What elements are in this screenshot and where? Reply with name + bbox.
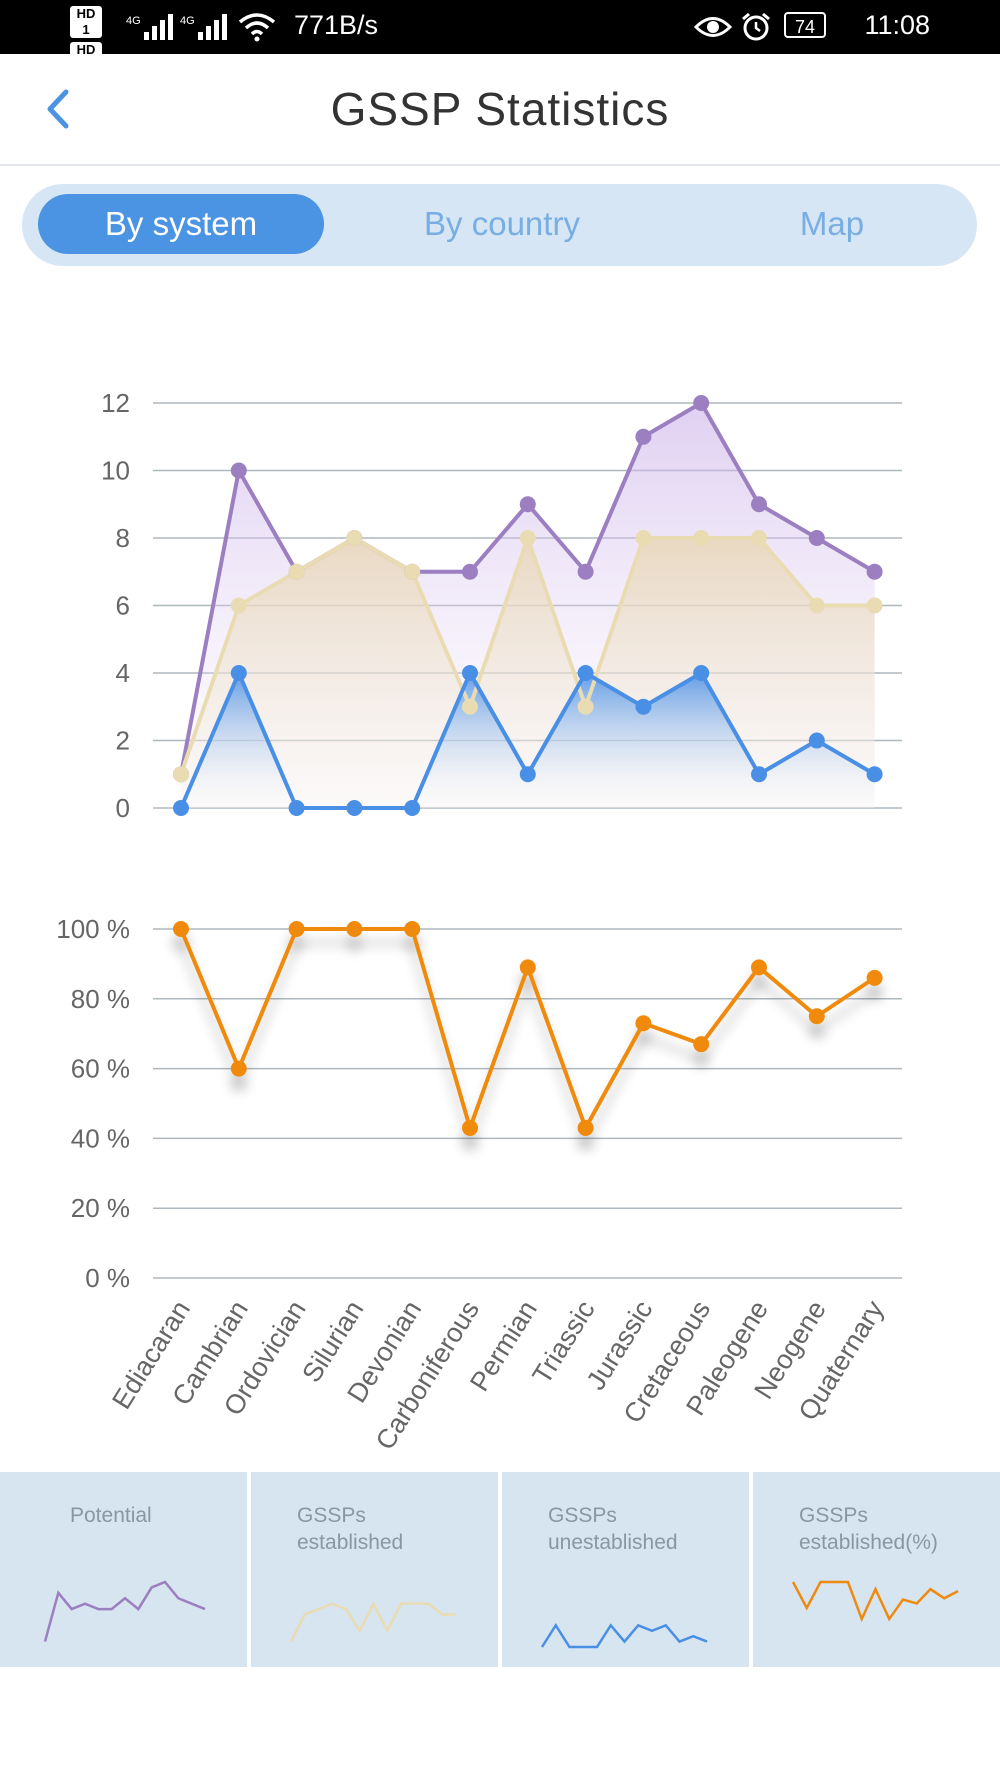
data-point: [693, 395, 710, 411]
data-point: [230, 597, 247, 614]
legend-potential[interactable]: Potential: [0, 1472, 247, 1667]
y-tick-label: 2: [116, 726, 130, 756]
alarm-icon: [742, 12, 770, 41]
data-point: [866, 597, 883, 614]
data-point: [751, 766, 767, 783]
data-point: [404, 800, 421, 816]
data-point: [173, 921, 189, 937]
y-tick-label: 80 %: [71, 984, 130, 1014]
data-point: [230, 665, 247, 681]
data-point: [404, 921, 421, 937]
data-point: [577, 698, 594, 715]
signal-icon: 4G: [126, 14, 173, 40]
data-point: [462, 563, 478, 580]
y-tick-label: 12: [101, 388, 130, 418]
series-area: [181, 673, 875, 808]
established-sparkline: [289, 1600, 456, 1643]
legend-unestablished[interactable]: GSSPs unestablished: [502, 1472, 749, 1667]
eye-icon: [694, 17, 732, 37]
tab-by-country[interactable]: By country: [424, 205, 580, 242]
y-tick-label: 100 %: [56, 914, 130, 944]
tab-by-system[interactable]: By system: [38, 194, 324, 254]
y-tick-label: 10: [101, 456, 130, 486]
data-point: [635, 428, 652, 445]
data-point: [462, 698, 478, 715]
data-point: [866, 766, 883, 783]
data-point: [230, 1060, 247, 1077]
data-point: [808, 530, 825, 546]
legend-established[interactable]: GSSPs established: [251, 1472, 498, 1667]
percent-sparkline: [791, 1580, 959, 1623]
data-point: [866, 969, 883, 986]
page-title: GSSP Statistics: [330, 83, 670, 135]
tab-bar: By system By country Map: [22, 184, 977, 266]
legend-label: GSSPs unestablished: [548, 1504, 678, 1554]
data-point: [751, 959, 767, 976]
y-tick-label: 0: [116, 793, 130, 823]
data-point: [404, 563, 421, 580]
data-point: [577, 563, 594, 580]
legend-bar: Potential GSSPs established GSSPs unesta…: [0, 1472, 1000, 1667]
y-tick-label: 40 %: [71, 1123, 130, 1153]
battery-icon: 74: [784, 12, 826, 38]
status-bar: HD 1 HD 2 4G 4G 771B/s 74 11:08: [0, 0, 1000, 74]
data-point: [635, 1015, 652, 1032]
data-point: [173, 766, 189, 783]
data-point: [288, 921, 305, 937]
y-tick-label: 6: [116, 591, 130, 621]
data-point: [866, 563, 883, 580]
data-point: [346, 921, 363, 937]
data-point: [751, 496, 767, 513]
legend-label: GSSPs established: [297, 1504, 404, 1554]
potential-sparkline: [43, 1580, 206, 1642]
signal-icon-2: 4G: [180, 14, 227, 40]
legend-label: Potential: [70, 1504, 152, 1527]
data-point: [462, 665, 478, 681]
data-point: [230, 462, 247, 479]
net2-label: 4G: [180, 15, 195, 27]
unestablished-sparkline: [540, 1623, 708, 1649]
wifi-icon: [238, 13, 276, 42]
data-point: [808, 732, 825, 749]
data-point: [693, 530, 710, 546]
y-tick-label: 8: [116, 523, 130, 553]
hd1-badge: HD 1: [70, 6, 102, 38]
clock: 11:08: [864, 10, 930, 40]
back-button[interactable]: [38, 84, 78, 134]
data-point: [693, 1036, 710, 1053]
y-tick-label: 60 %: [71, 1054, 130, 1084]
data-point: [519, 496, 536, 513]
data-point: [577, 1119, 594, 1136]
data-point: [808, 597, 825, 614]
chevron-left-icon: [47, 89, 69, 129]
y-tick-label: 20 %: [71, 1193, 130, 1223]
data-point: [288, 563, 305, 580]
y-tick-label: 4: [116, 658, 130, 688]
data-point: [693, 665, 710, 681]
y-tick-label: 0 %: [85, 1263, 130, 1293]
data-point: [635, 698, 652, 715]
legend-established-percent[interactable]: GSSPs established(%): [753, 1472, 1000, 1667]
data-point: [635, 530, 652, 546]
data-point: [462, 1119, 478, 1136]
app-header: GSSP Statistics: [0, 54, 1000, 166]
series-line: [179, 927, 876, 1130]
net1-label: 4G: [126, 15, 141, 27]
data-point: [751, 530, 767, 546]
data-point: [808, 1008, 825, 1025]
data-point: [346, 800, 363, 816]
data-point: [288, 800, 305, 816]
data-point: [519, 530, 536, 546]
data-point: [519, 766, 536, 783]
data-point: [577, 665, 594, 681]
network-speed: 771B/s: [294, 10, 379, 40]
data-point: [519, 959, 536, 976]
legend-label: GSSPs established(%): [799, 1504, 938, 1554]
percent-series: [173, 921, 883, 1136]
data-point: [346, 530, 363, 546]
data-point: [173, 800, 189, 816]
tab-map[interactable]: Map: [799, 205, 865, 242]
